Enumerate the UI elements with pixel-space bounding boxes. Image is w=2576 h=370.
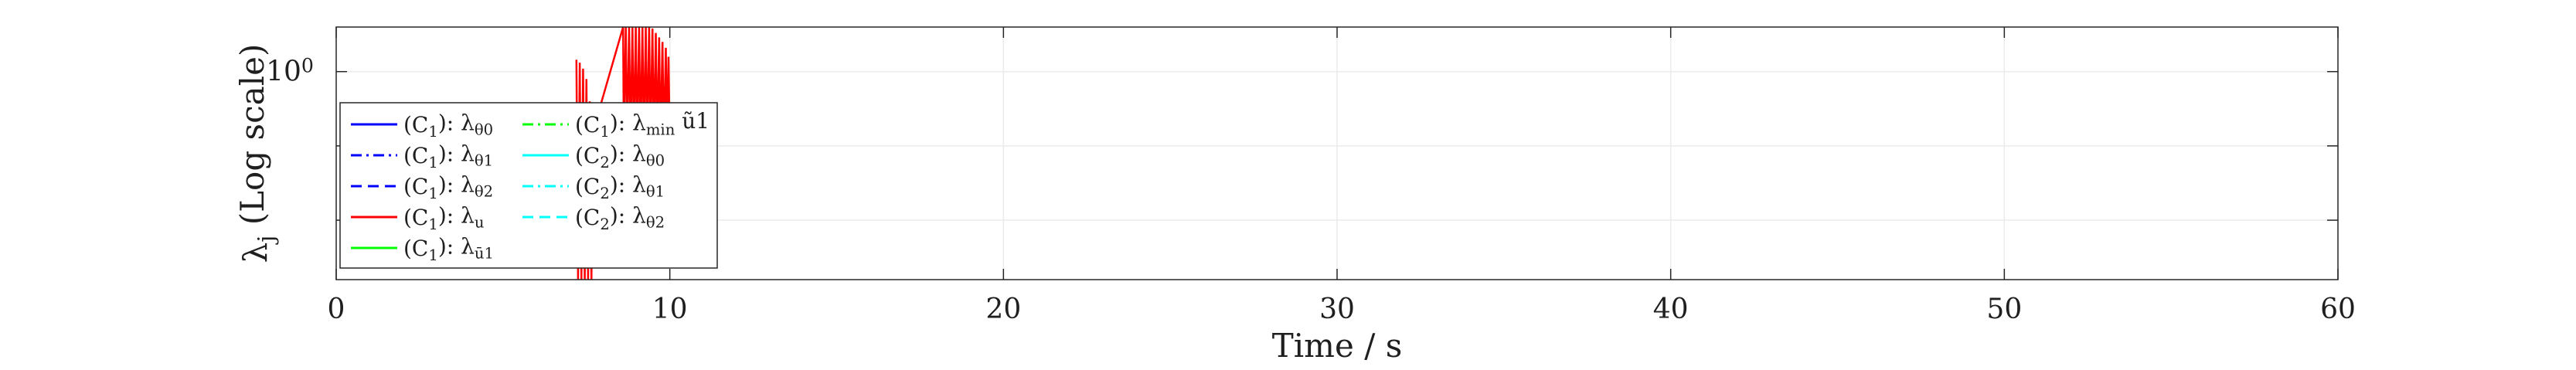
legend-label-2: (C1): λθ2 — [403, 171, 493, 202]
legend-label-4: (C1): λū1 — [403, 233, 494, 263]
x-tick-label: 0 — [328, 294, 345, 325]
y-axis-title: λj (Log scale) — [233, 44, 279, 263]
x-tick-label: 50 — [1986, 294, 2022, 325]
x-tick-label: 30 — [1319, 294, 1355, 325]
x-tick-label: 10 — [652, 294, 688, 325]
x-tick-label: 20 — [985, 294, 1021, 325]
x-tick-label: 60 — [2320, 294, 2356, 325]
legend: (C1): λθ0(C1): λθ1(C1): λθ2(C1): λu(C1):… — [339, 102, 718, 269]
x-tick-label: 40 — [1653, 294, 1689, 325]
legend-label-0: (C1): λθ0 — [403, 110, 493, 140]
legend-label-5: (C1): λmin ũ1 — [575, 108, 710, 141]
y-tick-label: 100 — [266, 54, 314, 87]
legend-label-7: (C2): λθ1 — [575, 171, 665, 202]
legend-label-1: (C1): λθ1 — [403, 141, 493, 171]
legend-label-3: (C1): λu — [403, 202, 484, 233]
axes-layer: 0 10 20 30 40 50 60 100 Time / s λj (Log scale) — [233, 26, 2356, 365]
legend-label-8: (C2): λθ2 — [575, 202, 665, 233]
x-axis-title: Time / s — [1272, 327, 1403, 365]
legend-label-6: (C2): λθ0 — [575, 141, 665, 171]
